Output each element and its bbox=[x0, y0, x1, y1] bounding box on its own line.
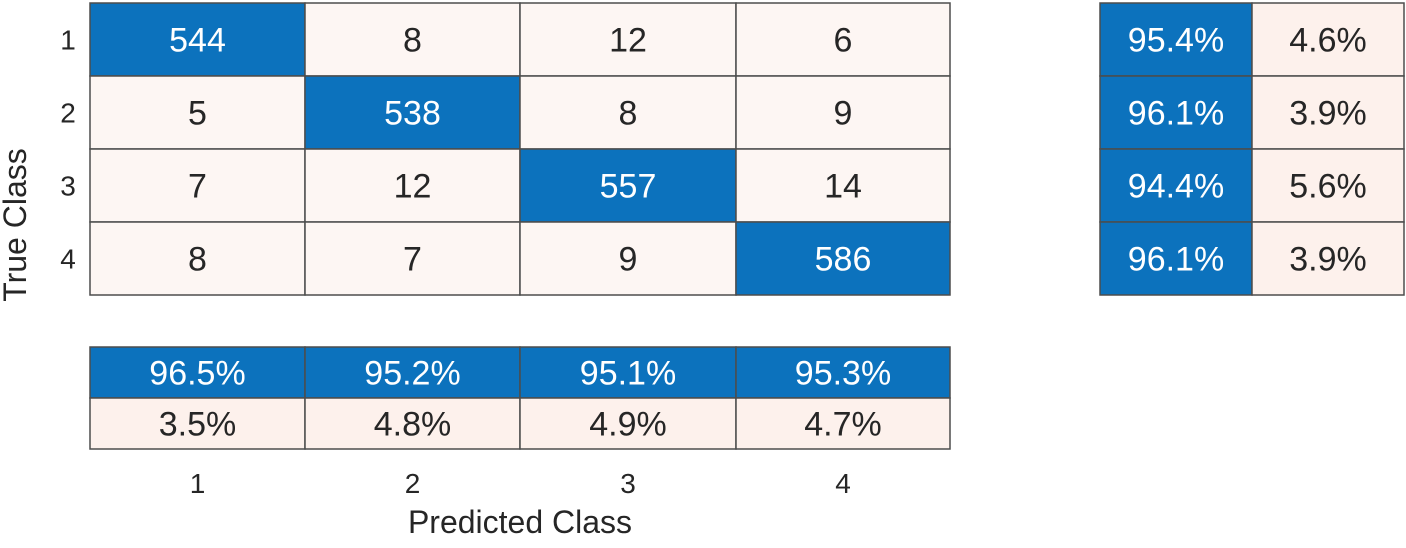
matrix-cell-box bbox=[89, 2, 306, 77]
predicted-class-tick-labels: 1 2 3 4 bbox=[190, 468, 851, 499]
true-class-tick-label: 4 bbox=[60, 244, 76, 275]
column-summary-incorrect-value: 4.7% bbox=[804, 406, 882, 444]
row-summary-correct-box bbox=[1099, 2, 1253, 77]
matrix-cell-box bbox=[304, 148, 521, 223]
matrix-cell-box bbox=[304, 2, 521, 77]
matrix-cell-value: 12 bbox=[609, 22, 647, 60]
matrix-cell-value: 9 bbox=[834, 95, 853, 133]
matrix-cell-value: 14 bbox=[824, 168, 862, 206]
row-summary-correct-value: 95.4% bbox=[1128, 22, 1224, 60]
row-summary-incorrect-value: 5.6% bbox=[1289, 168, 1367, 206]
matrix-cell-box bbox=[735, 2, 951, 77]
column-summary-correct-value: 95.2% bbox=[364, 355, 460, 393]
predicted-class-tick-label: 3 bbox=[620, 468, 636, 499]
row-summary-incorrect-box bbox=[1251, 2, 1405, 77]
matrix-cell-box bbox=[519, 2, 737, 77]
matrix-cell-value: 557 bbox=[600, 168, 657, 206]
row-summary-incorrect-box bbox=[1251, 148, 1405, 223]
column-summary-correct-box bbox=[735, 346, 951, 399]
matrix-cell-value: 8 bbox=[188, 241, 207, 279]
column-summary-correct-value: 95.1% bbox=[580, 355, 676, 393]
column-summary-incorrect-value: 3.5% bbox=[159, 406, 237, 444]
matrix-cell-box bbox=[735, 75, 951, 150]
matrix-cell-value: 538 bbox=[384, 95, 441, 133]
row-summary-grid: 95.4% 4.6% 96.1% 3.9% 94.4% 5.6% 96.1% 3.9% bbox=[1099, 2, 1405, 296]
matrix-cell-box bbox=[735, 221, 951, 296]
matrix-cell-value: 7 bbox=[403, 241, 422, 279]
x-axis-label: Predicted Class bbox=[408, 504, 632, 540]
matrix-cell-box bbox=[89, 221, 306, 296]
row-summary-incorrect-box bbox=[1251, 221, 1405, 296]
column-summary-incorrect-box bbox=[735, 397, 951, 450]
column-summary-incorrect-value: 4.9% bbox=[589, 406, 667, 444]
column-summary-incorrect-box bbox=[304, 397, 521, 450]
true-class-tick-label: 1 bbox=[60, 25, 76, 56]
row-summary-correct-value: 96.1% bbox=[1128, 241, 1224, 279]
confusion-matrix-grid: 544 8 12 6 5 538 8 9 7 12 557 14 8 7 9 586 bbox=[89, 2, 951, 296]
row-summary-correct-box bbox=[1099, 221, 1253, 296]
matrix-cell-value: 5 bbox=[188, 95, 207, 133]
matrix-cell-box bbox=[735, 148, 951, 223]
column-summary-grid: 96.5% 3.5% 95.2% 4.8% 95.1% 4.9% 95.3% 4.7% bbox=[89, 346, 951, 450]
row-summary-incorrect-box bbox=[1251, 75, 1405, 150]
predicted-class-tick-label: 2 bbox=[405, 468, 421, 499]
matrix-cell-box bbox=[304, 75, 521, 150]
true-class-tick-label: 2 bbox=[60, 98, 76, 129]
row-summary-correct-box bbox=[1099, 148, 1253, 223]
matrix-cell-value: 9 bbox=[619, 241, 638, 279]
column-summary-correct-value: 96.5% bbox=[149, 355, 245, 393]
row-summary-incorrect-value: 4.6% bbox=[1289, 22, 1367, 60]
predicted-class-tick-label: 1 bbox=[190, 468, 206, 499]
column-summary-correct-box bbox=[304, 346, 521, 399]
row-summary-incorrect-value: 3.9% bbox=[1289, 241, 1367, 279]
matrix-cell-value: 544 bbox=[169, 22, 226, 60]
matrix-cell-value: 7 bbox=[188, 168, 207, 206]
column-summary-correct-box bbox=[89, 346, 306, 399]
matrix-cell-box bbox=[89, 75, 306, 150]
true-class-tick-labels: 1 2 3 4 bbox=[60, 25, 76, 275]
matrix-cell-value: 586 bbox=[815, 241, 872, 279]
matrix-cell-value: 8 bbox=[619, 95, 638, 133]
row-summary-correct-value: 96.1% bbox=[1128, 95, 1224, 133]
row-summary-correct-box bbox=[1099, 75, 1253, 150]
predicted-class-tick-label: 4 bbox=[835, 468, 851, 499]
matrix-cell-box bbox=[304, 221, 521, 296]
row-summary-correct-value: 94.4% bbox=[1128, 168, 1224, 206]
row-summary-incorrect-value: 3.9% bbox=[1289, 95, 1367, 133]
matrix-cell-value: 6 bbox=[834, 22, 853, 60]
column-summary-correct-value: 95.3% bbox=[795, 355, 891, 393]
matrix-cell-value: 8 bbox=[403, 22, 422, 60]
column-summary-incorrect-value: 4.8% bbox=[374, 406, 452, 444]
y-axis-label: True Class bbox=[0, 148, 33, 302]
matrix-cell-value: 12 bbox=[394, 168, 432, 206]
column-summary-correct-box bbox=[519, 346, 737, 399]
true-class-tick-label: 3 bbox=[60, 171, 76, 202]
